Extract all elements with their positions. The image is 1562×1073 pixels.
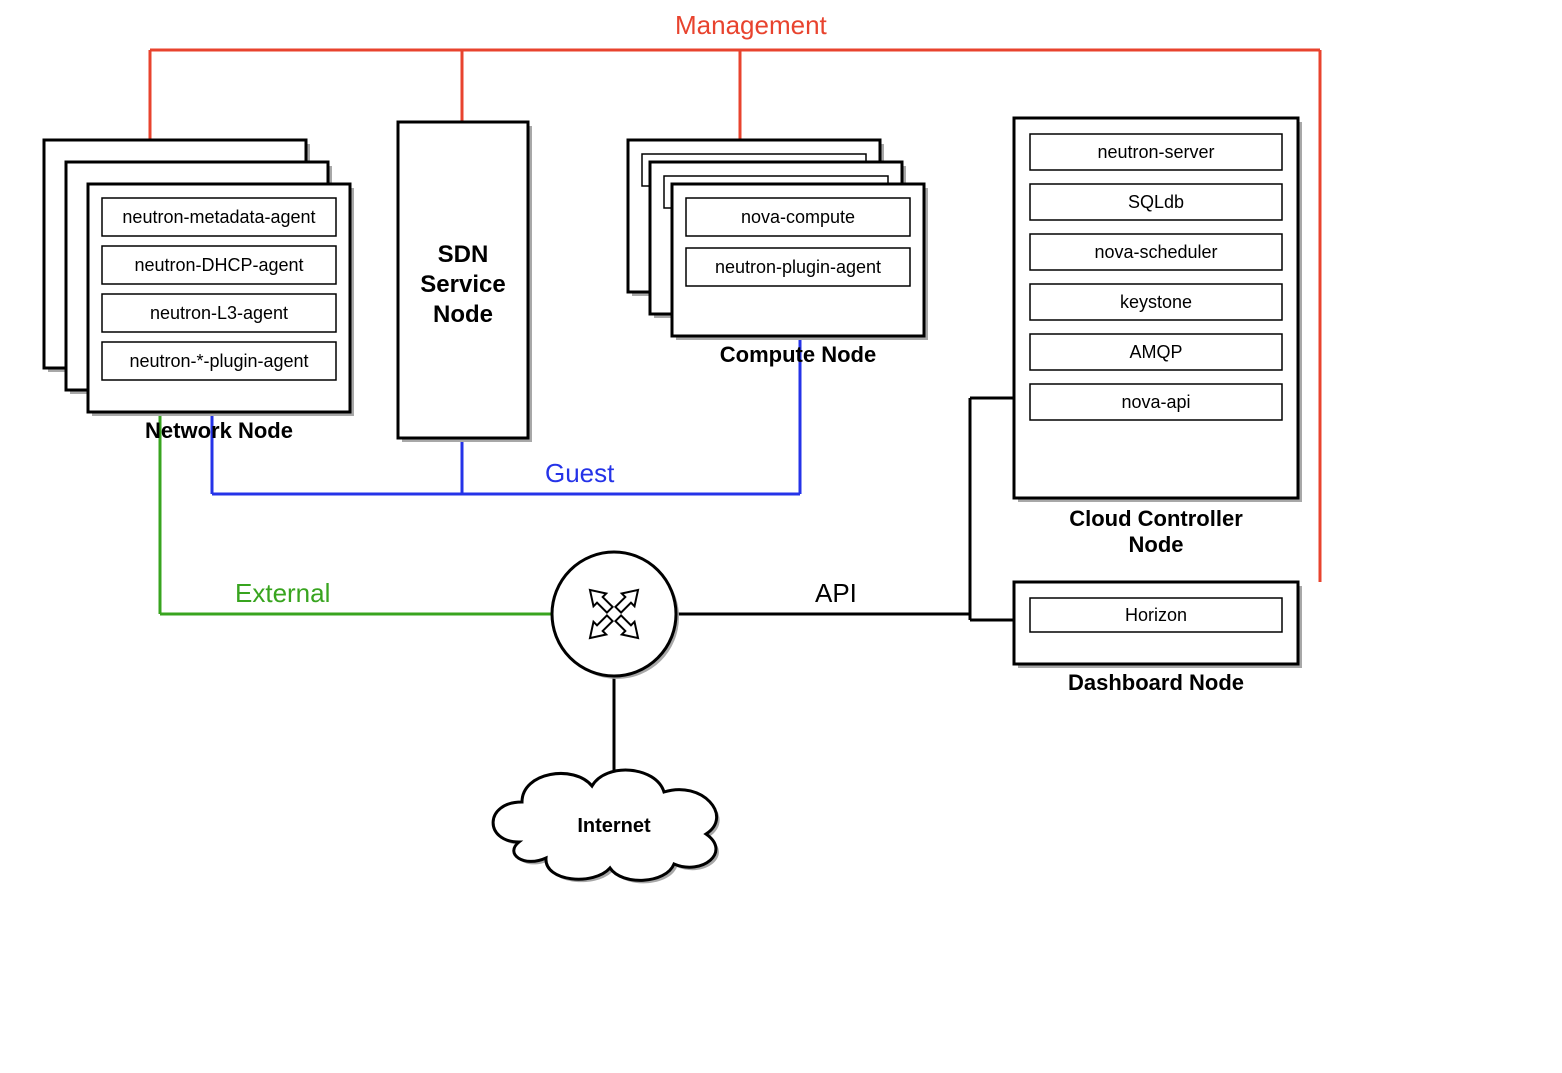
controller-item-5-label: nova-api bbox=[1121, 392, 1190, 412]
management-label: Management bbox=[675, 10, 828, 40]
router-icon bbox=[552, 552, 679, 679]
compute-item-0-label: nova-compute bbox=[741, 207, 855, 227]
compute-node-group: nova-computenova-computenova-computeneut… bbox=[628, 140, 928, 367]
controller-item-4-label: AMQP bbox=[1129, 342, 1182, 362]
dashboard-item-0-label: Horizon bbox=[1125, 605, 1187, 625]
sdn-title-line-0: SDN bbox=[438, 241, 489, 268]
internet-cloud: Internet bbox=[493, 770, 720, 883]
network-node-title: Network Node bbox=[145, 418, 293, 443]
api-label: API bbox=[815, 578, 857, 608]
compute-node-title: Compute Node bbox=[720, 342, 876, 367]
guest-label: Guest bbox=[545, 458, 615, 488]
controller-title-line-1: Node bbox=[1129, 532, 1184, 557]
sdn-node-group: SDN Service Node bbox=[398, 122, 532, 442]
sdn-title-line-2: Node bbox=[433, 301, 493, 328]
controller-title-line-0: Cloud Controller bbox=[1069, 506, 1243, 531]
external-label: External bbox=[235, 578, 330, 608]
controller-node-group: neutron-server SQLdb nova-scheduler keyston… bbox=[1014, 118, 1302, 557]
network-item-3-label: neutron-*-plugin-agent bbox=[129, 351, 308, 371]
internet-label: Internet bbox=[577, 815, 651, 837]
dashboard-node-group: Horizon Dashboard Node bbox=[1014, 582, 1302, 695]
network-item-0-label: neutron-metadata-agent bbox=[122, 207, 315, 227]
controller-item-0-label: neutron-server bbox=[1097, 142, 1214, 162]
controller-item-2-label: nova-scheduler bbox=[1094, 242, 1217, 262]
network-item-1-label: neutron-DHCP-agent bbox=[134, 255, 303, 275]
sdn-title-line-1: Service bbox=[420, 271, 505, 298]
compute-item-1-label: neutron-plugin-agent bbox=[715, 257, 881, 277]
network-node-group: neutron-metadata-agent neutron-DHCP-agent… bbox=[44, 140, 354, 443]
controller-item-3-label: keystone bbox=[1120, 292, 1192, 312]
network-item-2-label: neutron-L3-agent bbox=[150, 303, 288, 323]
controller-item-1-label: SQLdb bbox=[1128, 192, 1184, 212]
dashboard-node-title: Dashboard Node bbox=[1068, 670, 1244, 695]
